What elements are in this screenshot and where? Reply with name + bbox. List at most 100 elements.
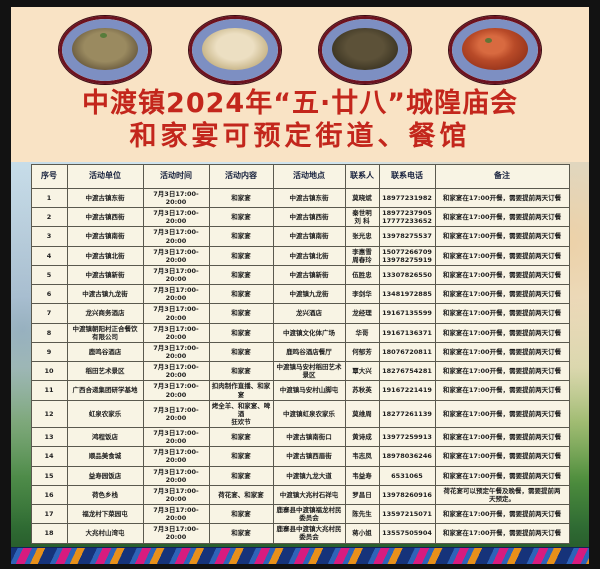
table-cell: 和家宴 (208, 284, 274, 305)
table-cell: 中渡镇虹泉农家乐 (272, 399, 346, 429)
table-cell: 18977231982 (378, 187, 436, 209)
table-cell: 龙兴酒店 (272, 303, 346, 324)
braised-meatballs-photo (449, 16, 541, 84)
table-cell: 中渡镇朝阳村正合餐饮 有限公司 (66, 322, 144, 343)
table-cell: 18978036246 (378, 446, 436, 467)
table-cell: 和家宴在17:00开餐，需要提前两天订餐 (434, 361, 570, 382)
table-cell: 14 (30, 446, 68, 467)
header-content: 活动内容 (208, 163, 274, 189)
table-cell: 5 (30, 264, 68, 286)
schedule-table-body: 1 中渡古镇东街 7月3日17:00-20:00 和家宴 中渡古镇东街 莫晓斌 189772… (30, 187, 570, 544)
table-row: 18 大兆村山湾屯 7月3日17:00-20:00 和家宴 鹿寨县中渡镇大兆村民 委员会… (30, 523, 570, 544)
table-cell: 和家宴在17:00开餐，需要提前两天订餐 (434, 503, 570, 525)
table-cell: 13557505904 (378, 523, 436, 544)
table-cell: 7月3日17:00-20:00 (142, 341, 210, 363)
food-photo-row (11, 16, 589, 86)
table-cell: 和家宴 (208, 341, 274, 363)
table-cell: 18276754281 (378, 361, 436, 382)
poster-title-line2: 和家宴可预定街道、餐馆 (129, 120, 471, 152)
table-cell: 1 (30, 187, 68, 209)
table-cell: 18277261139 (378, 399, 436, 429)
table-header-row: 序号 活动单位 活动时间 活动内容 活动地点 联系人 联系电话 备注 (30, 163, 570, 189)
table-cell: 7月3日17:00-20:00 (142, 380, 210, 401)
table-cell: 7月3日17:00-20:00 (142, 484, 210, 506)
header-phone: 联系电话 (378, 163, 436, 189)
table-cell: 鹿寨县中渡镇福龙村民 委员会 (272, 503, 346, 525)
table-cell: 和家宴在17:00开餐，需要提前两天订餐 (434, 380, 570, 401)
table-row: 11 广西合递集团研学基地 7月3日17:00-20:00 扣肉制作直播、和家宴 中渡镇… (30, 380, 570, 401)
garnish-dot (99, 32, 107, 38)
table-cell: 11 (30, 380, 68, 401)
table-cell: 7月3日17:00-20:00 (142, 207, 210, 228)
table-row: 8 中渡镇朝阳村正合餐饮 有限公司 7月3日17:00-20:00 和家宴 中渡镇文化体… (30, 322, 570, 343)
table-cell: 和家宴 (208, 503, 274, 525)
table-row: 17 福龙村下菜园屯 7月3日17:00-20:00 和家宴 鹿寨县中渡镇福龙村民 委员… (30, 503, 570, 525)
table-cell: 13597215071 (378, 503, 436, 525)
table-cell: 龙兴商务酒店 (66, 303, 144, 324)
table-cell: 和家宴在17:00开餐，需要提前两天订餐 (434, 465, 570, 486)
table-cell: 中渡古镇西街 (66, 207, 144, 228)
festival-poster: 中渡镇2024年“五·廿八”城隍庙会 和家宴可预定街道、餐馆 序号 活动单位 活… (11, 7, 589, 564)
table-cell: 7 (30, 303, 68, 324)
ethnic-pattern-border (11, 547, 589, 564)
table-cell: 和家宴在17:00开餐，需要提前两天订餐 (434, 523, 570, 544)
table-cell: 鹿鸣谷酒店餐厅 (272, 341, 346, 363)
table-cell: 鹿寨县中渡镇大兆村民 委员会 (272, 523, 346, 544)
table-cell: 中渡古镇北街 (66, 245, 144, 266)
table-cell: 龙经理 (344, 303, 380, 324)
header-index: 序号 (30, 163, 68, 189)
table-cell: 7月3日17:00-20:00 (142, 187, 210, 209)
table-cell: 15 (30, 465, 68, 486)
table-cell: 中渡古镇新街 (66, 264, 144, 286)
table-cell: 6 (30, 284, 68, 305)
table-cell: 和家宴 (208, 303, 274, 324)
table-cell: 12 (30, 399, 68, 429)
header-time: 活动时间 (142, 163, 210, 189)
table-cell: 鸿程饭店 (66, 426, 144, 448)
table-cell: 16 (30, 484, 68, 506)
table-row: 15 益寿园饭店 7月3日17:00-20:00 和家宴 中渡镇九龙大道 韦益寿 65310… (30, 465, 570, 486)
table-cell: 10 (30, 361, 68, 382)
table-row: 5 中渡古镇新街 7月3日17:00-20:00 和家宴 中渡古镇新街 伍胜忠 133078… (30, 264, 570, 286)
table-cell: 中渡古镇南街 (66, 226, 144, 247)
table-cell: 和家宴在17:00开餐，需要提前两天订餐 (434, 284, 570, 305)
table-cell: 和家宴 (208, 187, 274, 209)
table-row: 6 中渡古镇九龙街 7月3日17:00-20:00 和家宴 中渡镇九龙街 李剑华 13481… (30, 284, 570, 305)
table-cell: 和家宴 (208, 207, 274, 228)
cold-mixed-dish-photo (59, 16, 151, 84)
table-cell: 罗昌日 (344, 484, 380, 506)
table-cell: 7月3日17:00-20:00 (142, 523, 210, 544)
table-row: 12 虹泉农家乐 7月3日17:00-20:00 烤全羊、和家宴、啤酒 狂欢节 中渡镇虹… (30, 399, 570, 429)
header-unit: 活动单位 (66, 163, 144, 189)
table-cell: 8 (30, 322, 68, 343)
poster-title: 中渡镇2024年“五·廿八”城隍庙会 和家宴可预定街道、餐馆 (11, 88, 589, 154)
table-cell: 和家宴 (208, 446, 274, 467)
table-cell: 7月3日17:00-20:00 (142, 284, 210, 305)
table-cell: 和家宴在17:00开餐，需要提前两天订餐 (434, 322, 570, 343)
dish-graphic (332, 27, 398, 70)
table-cell: 中渡镇九龙街 (272, 284, 346, 305)
table-cell: 和家宴 (208, 226, 274, 247)
table-cell: 18076720811 (378, 341, 436, 363)
table-cell: 荷色乡栈 (66, 484, 144, 506)
table-cell: 19167136371 (378, 322, 436, 343)
table-cell: 和家宴在17:00开餐，需要提前两天订餐 (434, 341, 570, 363)
header-contact: 联系人 (344, 163, 380, 189)
table-cell: 虹泉农家乐 (66, 399, 144, 429)
table-cell: 7月3日17:00-20:00 (142, 303, 210, 324)
table-cell: 和家宴在17:00开餐，需要提前两天订餐 (434, 187, 570, 209)
table-cell: 7月3日17:00-20:00 (142, 446, 210, 467)
table-cell: 陈先生 (344, 503, 380, 525)
table-cell: 和家宴在17:00开餐，需要提前两天订餐 (434, 245, 570, 266)
table-cell: 何郁芳 (344, 341, 380, 363)
table-cell: 7月3日17:00-20:00 (142, 465, 210, 486)
table-cell: 6531065 (378, 465, 436, 486)
dish-graphic (202, 27, 268, 70)
table-cell: 扣肉制作直播、和家宴 (208, 380, 274, 401)
table-cell: 和家宴 (208, 322, 274, 343)
table-cell: 7月3日17:00-20:00 (142, 399, 210, 429)
table-cell: 中渡古镇新街 (272, 264, 346, 286)
table-cell: 黄诗成 (344, 426, 380, 448)
table-cell: 李惠雪 周春玲 (344, 245, 380, 266)
